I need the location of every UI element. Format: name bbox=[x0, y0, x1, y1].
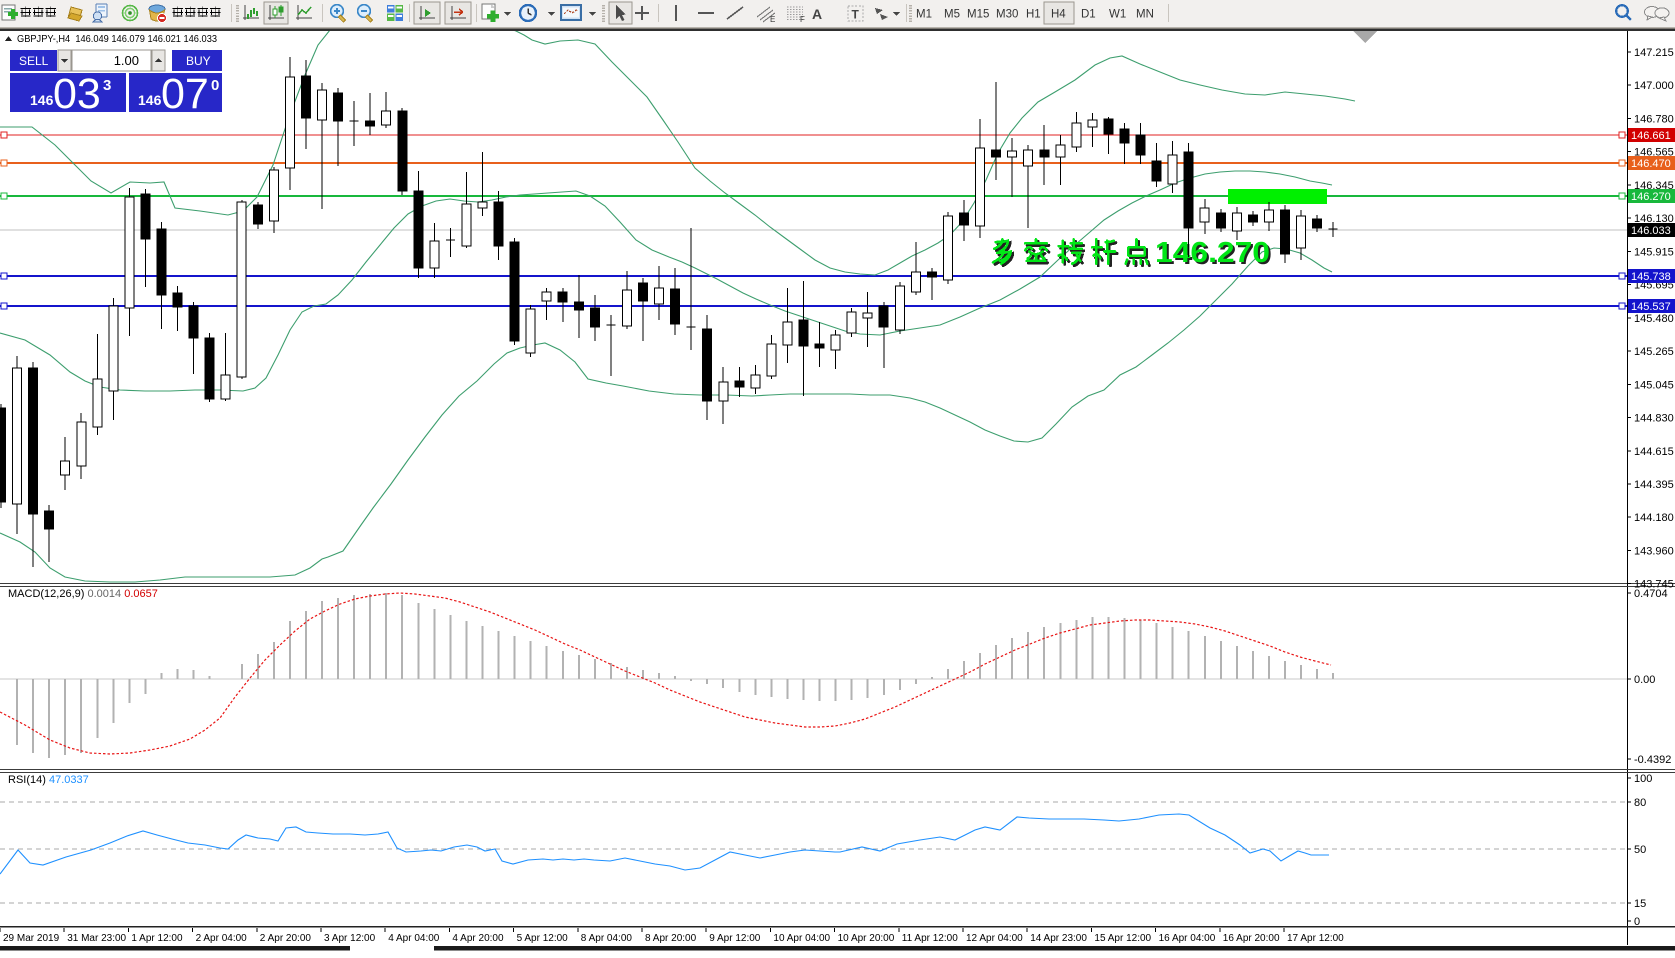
svg-text:29 Mar 2019: 29 Mar 2019 bbox=[3, 933, 60, 944]
svg-text:10 Apr 04:00: 10 Apr 04:00 bbox=[773, 933, 830, 944]
svg-text:07: 07 bbox=[161, 70, 209, 118]
svg-text:17 Apr 12:00: 17 Apr 12:00 bbox=[1287, 933, 1344, 944]
svg-text:5 Apr 12:00: 5 Apr 12:00 bbox=[517, 933, 569, 944]
svg-text:146: 146 bbox=[30, 92, 54, 108]
svg-text:MACD(12,26,9) 0.0014 0.0657: MACD(12,26,9) 0.0014 0.0657 bbox=[8, 588, 158, 600]
svg-text:50: 50 bbox=[1634, 844, 1646, 856]
svg-text:15 Apr 12:00: 15 Apr 12:00 bbox=[1094, 933, 1151, 944]
svg-text:1.00: 1.00 bbox=[114, 53, 139, 68]
svg-text:D1: D1 bbox=[1081, 9, 1096, 21]
svg-text:03: 03 bbox=[53, 70, 101, 118]
svg-text:146.661: 146.661 bbox=[1631, 130, 1671, 142]
svg-text:0: 0 bbox=[1634, 916, 1640, 928]
svg-text:16 Apr 20:00: 16 Apr 20:00 bbox=[1223, 933, 1280, 944]
svg-text:146.033: 146.033 bbox=[1631, 225, 1671, 237]
svg-text:145.480: 145.480 bbox=[1634, 313, 1674, 325]
svg-text:RSI(14) 47.0337: RSI(14) 47.0337 bbox=[8, 774, 89, 786]
svg-text:0: 0 bbox=[211, 77, 219, 94]
svg-text:146.780: 146.780 bbox=[1634, 114, 1674, 126]
svg-text:147.000: 147.000 bbox=[1634, 80, 1674, 92]
svg-text:2 Apr 04:00: 2 Apr 04:00 bbox=[196, 933, 248, 944]
svg-text:H4: H4 bbox=[1051, 9, 1066, 21]
svg-text:144.615: 144.615 bbox=[1634, 446, 1674, 458]
svg-text:GBPJPY-,H4 146.049 146.079 14: GBPJPY-,H4 146.049 146.079 146.021 146.0… bbox=[17, 33, 217, 45]
svg-text:-0.4392: -0.4392 bbox=[1634, 754, 1671, 766]
svg-text:9 Apr 12:00: 9 Apr 12:00 bbox=[709, 933, 761, 944]
svg-text:SELL: SELL bbox=[19, 54, 49, 68]
svg-text:146.270: 146.270 bbox=[1155, 237, 1270, 269]
svg-text:145.045: 145.045 bbox=[1634, 379, 1674, 391]
svg-text:144.395: 144.395 bbox=[1634, 479, 1674, 491]
svg-text:146: 146 bbox=[138, 92, 162, 108]
svg-text:8 Apr 20:00: 8 Apr 20:00 bbox=[645, 933, 697, 944]
svg-text:M15: M15 bbox=[967, 9, 989, 21]
svg-text:BUY: BUY bbox=[186, 54, 211, 68]
svg-text:100: 100 bbox=[1634, 773, 1652, 785]
svg-text:12 Apr 04:00: 12 Apr 04:00 bbox=[966, 933, 1023, 944]
svg-text:80: 80 bbox=[1634, 797, 1646, 809]
svg-text:145.537: 145.537 bbox=[1631, 301, 1671, 313]
svg-text:E: E bbox=[770, 15, 775, 24]
svg-text:8 Apr 04:00: 8 Apr 04:00 bbox=[581, 933, 633, 944]
svg-text:143.745: 143.745 bbox=[1634, 579, 1674, 591]
svg-text:146.130: 146.130 bbox=[1634, 213, 1674, 225]
svg-text:H1: H1 bbox=[1026, 9, 1041, 21]
svg-text:15: 15 bbox=[1634, 898, 1646, 910]
svg-text:M1: M1 bbox=[916, 9, 932, 21]
svg-text:10 Apr 20:00: 10 Apr 20:00 bbox=[838, 933, 895, 944]
svg-text:A: A bbox=[812, 6, 822, 22]
svg-text:4 Apr 20:00: 4 Apr 20:00 bbox=[452, 933, 504, 944]
svg-text:146.270: 146.270 bbox=[1631, 191, 1671, 203]
svg-text:11 Apr 12:00: 11 Apr 12:00 bbox=[902, 933, 958, 944]
svg-text:146.345: 146.345 bbox=[1634, 180, 1674, 192]
svg-text:W1: W1 bbox=[1109, 9, 1126, 21]
svg-text:16 Apr 04:00: 16 Apr 04:00 bbox=[1159, 933, 1216, 944]
svg-text:146.270: 146.270 bbox=[1157, 239, 1272, 271]
svg-text:MN: MN bbox=[1136, 9, 1154, 21]
svg-text:143.960: 143.960 bbox=[1634, 545, 1674, 557]
svg-text:31 Mar 23:00: 31 Mar 23:00 bbox=[67, 933, 126, 944]
svg-text:0.00: 0.00 bbox=[1634, 674, 1655, 686]
svg-text:146.565: 146.565 bbox=[1634, 147, 1674, 159]
svg-text:147.215: 147.215 bbox=[1634, 47, 1674, 59]
svg-text:M5: M5 bbox=[944, 9, 960, 21]
svg-text:4 Apr 04:00: 4 Apr 04:00 bbox=[388, 933, 440, 944]
svg-text:T: T bbox=[852, 8, 860, 22]
svg-text:145.738: 145.738 bbox=[1631, 271, 1671, 283]
svg-text:145.265: 145.265 bbox=[1634, 346, 1674, 358]
svg-text:M30: M30 bbox=[996, 9, 1018, 21]
svg-text:1 Apr 12:00: 1 Apr 12:00 bbox=[131, 933, 183, 944]
svg-text:0.4704: 0.4704 bbox=[1634, 588, 1668, 600]
svg-text:144.180: 144.180 bbox=[1634, 512, 1674, 524]
svg-text:F: F bbox=[800, 15, 805, 24]
svg-text:146.470: 146.470 bbox=[1631, 158, 1671, 170]
svg-text:145.915: 145.915 bbox=[1634, 246, 1674, 258]
svg-text:3 Apr 12:00: 3 Apr 12:00 bbox=[324, 933, 376, 944]
svg-text:3: 3 bbox=[103, 77, 111, 94]
svg-text:144.830: 144.830 bbox=[1634, 413, 1674, 425]
svg-text:2 Apr 20:00: 2 Apr 20:00 bbox=[260, 933, 312, 944]
svg-text:14 Apr 23:00: 14 Apr 23:00 bbox=[1030, 933, 1087, 944]
